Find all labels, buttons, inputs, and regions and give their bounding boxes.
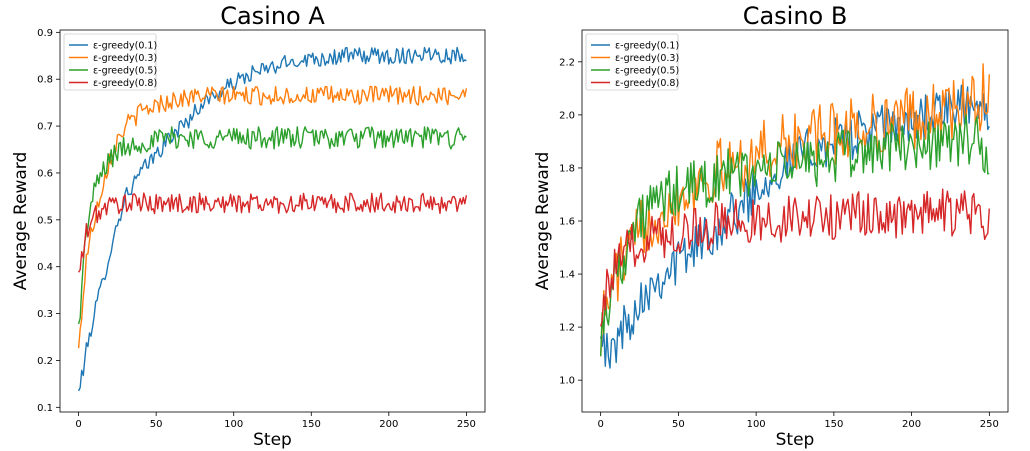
casino-b-series-line-3: [600, 113, 990, 357]
casino-a-axes-frame: [59, 29, 486, 413]
casino-b-legend-label: ε-greedy(0.5): [615, 66, 679, 77]
casino-a-panel: Casino A 0 50 100 150 200 250 0.1 0.2 0.3 0.4 0.5 0.…: [11, 2, 486, 450]
casino-b-ytick-label: 1.6: [559, 217, 575, 228]
casino-b-legend-label: ε-greedy(0.3): [615, 53, 679, 64]
casino-a-ytick-label: 0.8: [37, 75, 53, 86]
casino-a-ytick-label: 0.1: [37, 403, 53, 414]
casino-b-ylabel: Average Reward: [533, 152, 553, 291]
casino-a-title: Casino A: [220, 2, 325, 30]
casino-a-legend-label: ε-greedy(0.8): [93, 78, 157, 89]
casino-a-legend-label: ε-greedy(0.5): [93, 66, 157, 77]
casino-a-xtick-label: 0: [75, 419, 81, 430]
casino-b-xtick-label: 200: [902, 419, 921, 430]
casino-a-xtick-label: 150: [302, 419, 321, 430]
casino-a-xtick-label: 250: [457, 419, 476, 430]
casino-b-legend: [585, 33, 679, 91]
casino-b-ytick-label: 1.0: [559, 376, 575, 387]
casino-b-title: Casino B: [743, 2, 848, 30]
casino-a-series-line-3: [77, 126, 467, 325]
casino-a-ytick-label: 0.7: [37, 122, 53, 133]
casino-b-series-line-4: [600, 188, 990, 327]
casino-a-legend-label: ε-greedy(0.1): [93, 41, 157, 52]
casino-a-ytick-label: 0.6: [37, 168, 53, 179]
casino-b-xtick-label: 100: [747, 419, 766, 430]
casino-a-legend: [63, 33, 157, 91]
casino-b-ytick-label: 1.8: [559, 163, 575, 174]
casino-b-ytick-label: 2.2: [559, 57, 575, 68]
casino-a-ytick-label: 0.2: [37, 356, 53, 367]
casino-a-ylabel: Average Reward: [11, 152, 31, 291]
casino-b-xtick-label: 250: [980, 419, 999, 430]
casino-a-ytick-label: 0.9: [37, 28, 53, 39]
casino-b-ytick-label: 2.0: [559, 110, 575, 121]
casino-b-legend-label: ε-greedy(0.8): [615, 78, 679, 89]
casino-a-series-line-4: [77, 192, 468, 273]
casino-b-ytick-label: 1.2: [559, 323, 575, 334]
casino-a-ytick-label: 0.5: [37, 215, 53, 226]
casino-a-series-line-1: [77, 46, 467, 392]
casino-a-xlabel: Step: [253, 430, 292, 450]
casino-a-xtick-label: 200: [379, 419, 398, 430]
casino-b-xtick-label: 150: [824, 419, 843, 430]
casino-b-xtick-label: 50: [672, 419, 685, 430]
casino-a-xtick-label: 50: [150, 419, 163, 430]
casino-a-legend-label: ε-greedy(0.3): [93, 53, 157, 64]
casino-b-panel: Casino B 0 50 100 150 200 250 1.0 1.2 1.4 1.6 1.8 2.…: [533, 2, 1009, 450]
casino-b-series-line-2: [600, 63, 990, 357]
casino-b-ytick-label: 1.4: [559, 270, 575, 281]
casino-b-xtick-label: 0: [597, 419, 603, 430]
casino-a-series-line-2: [77, 85, 468, 349]
casino-b-legend-label: ε-greedy(0.1): [615, 41, 679, 52]
casino-a-xtick-label: 100: [224, 419, 243, 430]
casino-a-ytick-label: 0.4: [37, 262, 53, 273]
casino-a-ytick-label: 0.3: [37, 309, 53, 320]
casino-b-xlabel: Step: [776, 430, 815, 450]
